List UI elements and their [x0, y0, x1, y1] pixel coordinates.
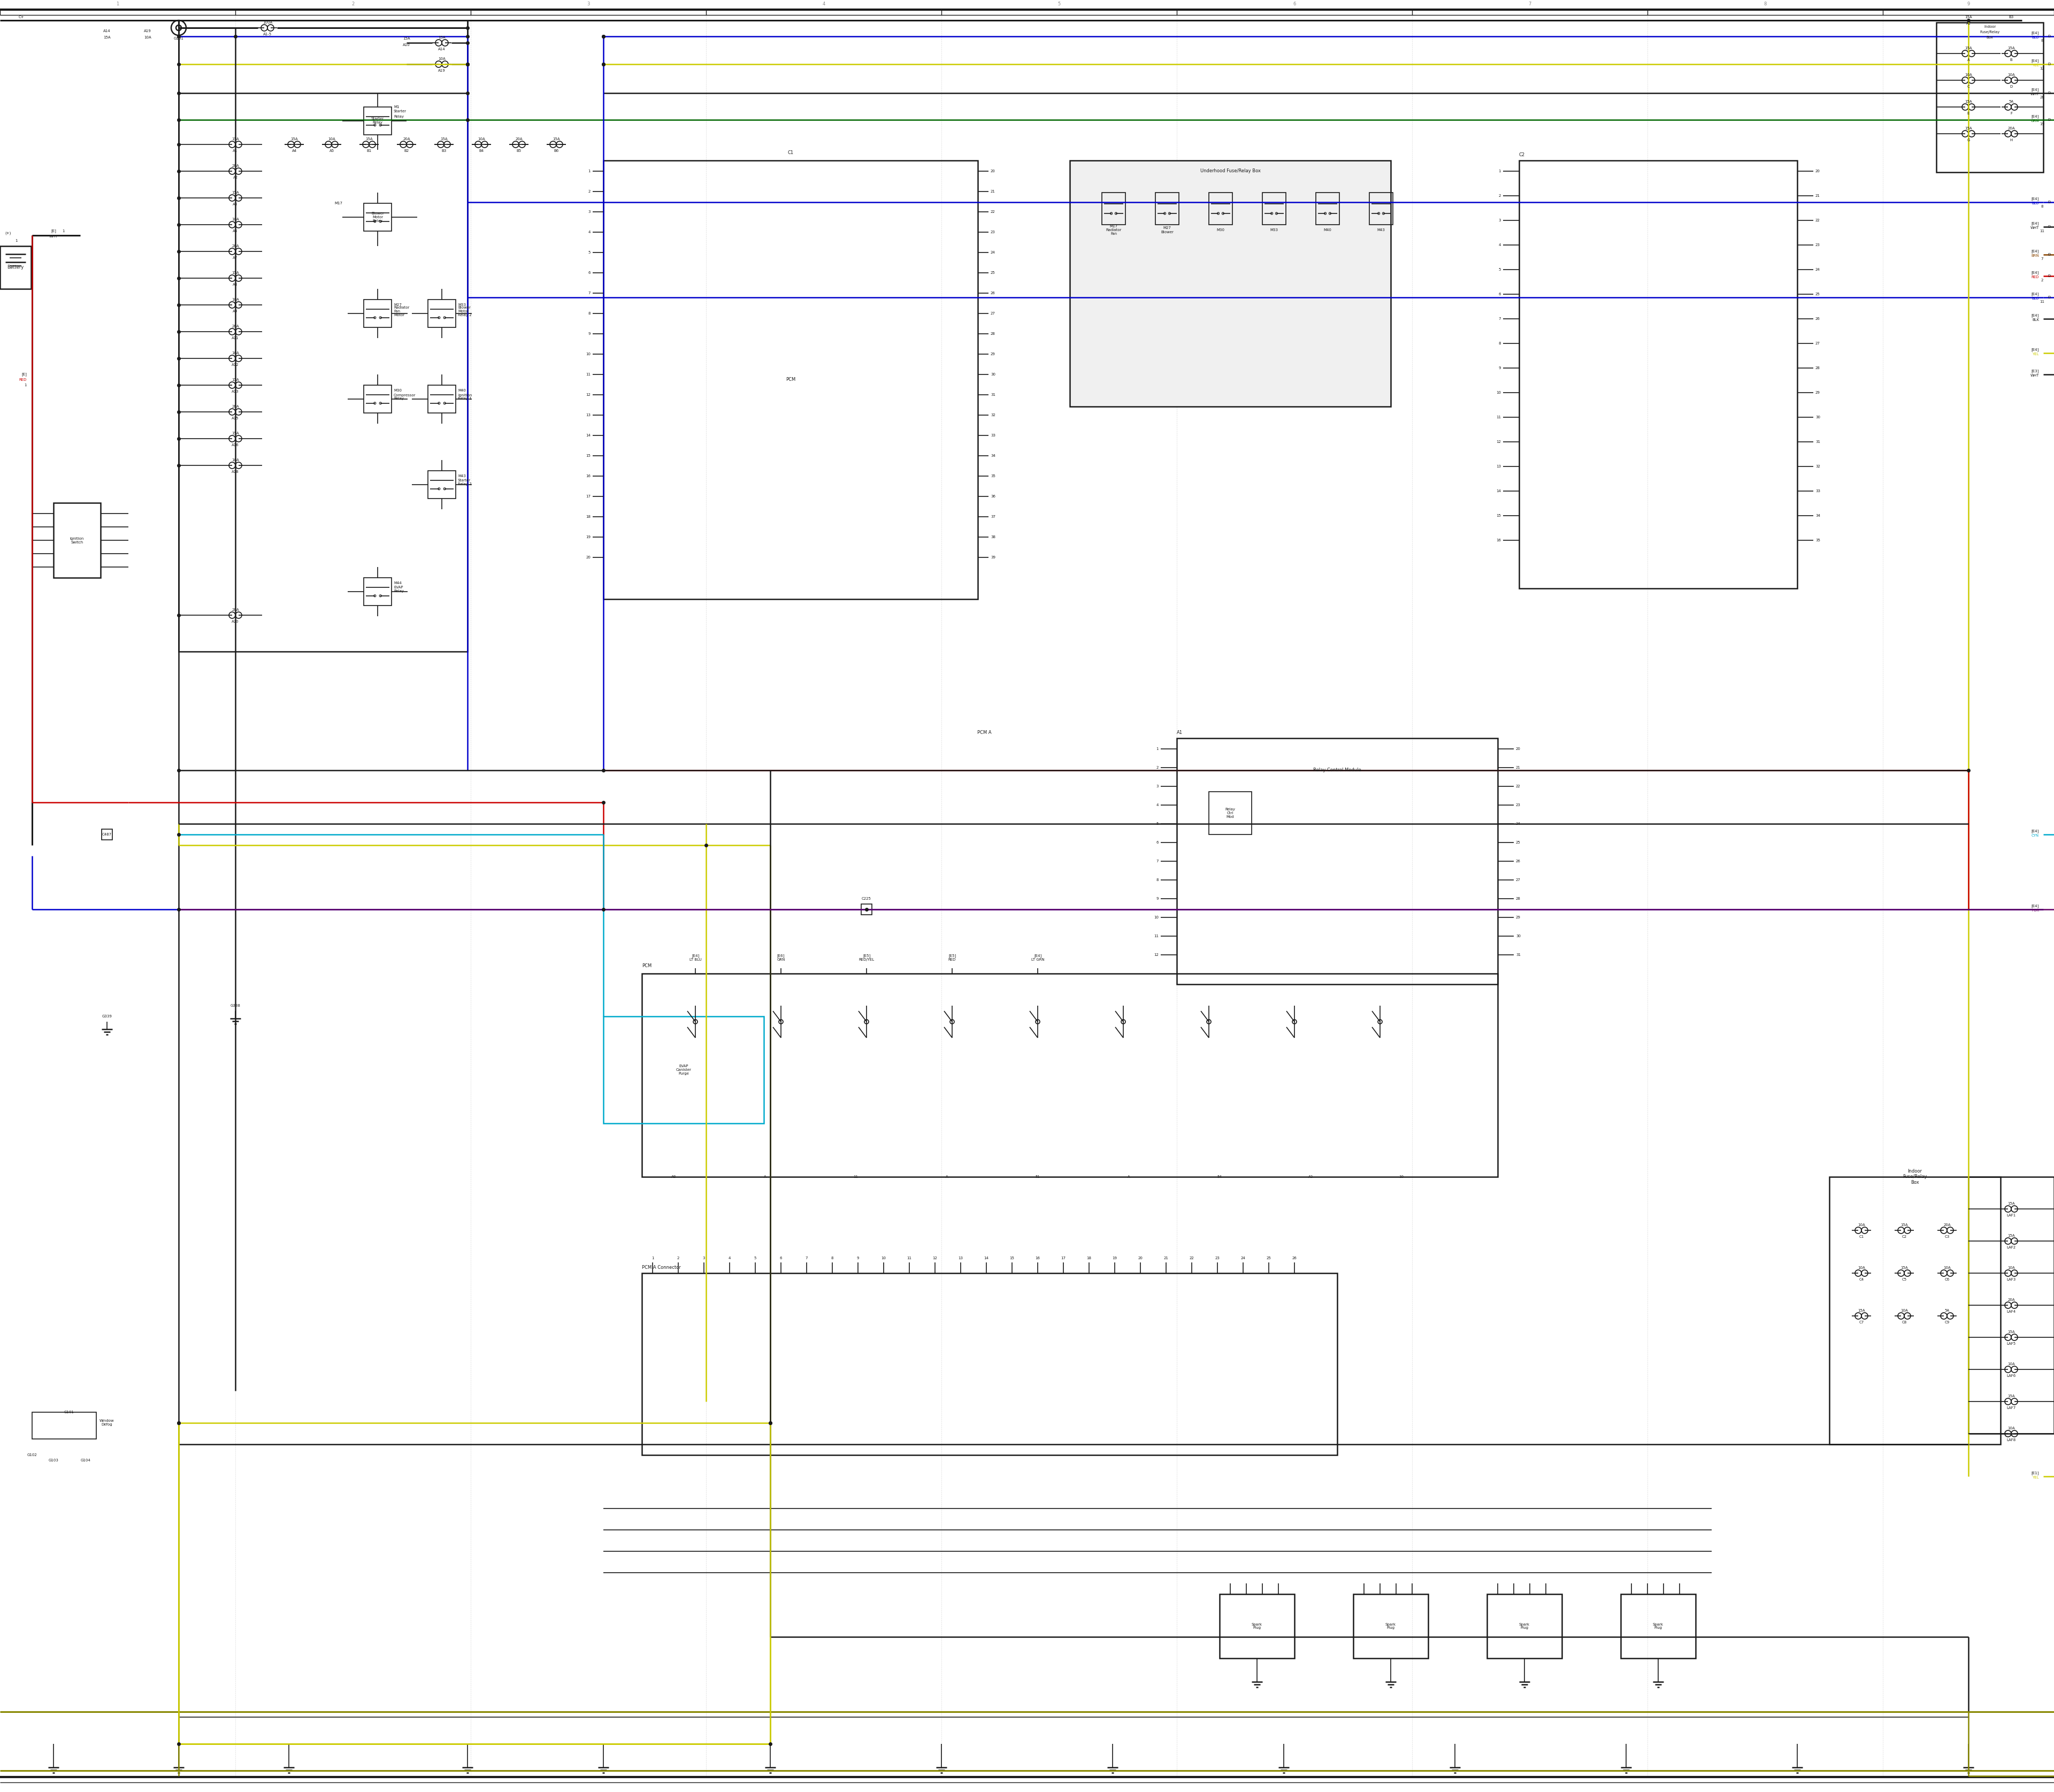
Text: 25: 25: [990, 271, 996, 274]
Text: EVAP
Canister
Purge: EVAP Canister Purge: [676, 1064, 692, 1075]
Text: 27: 27: [990, 312, 996, 315]
Bar: [1177, 738, 1497, 984]
Text: A2: A2: [232, 176, 238, 179]
Bar: [1370, 192, 1393, 224]
Text: 16: 16: [585, 475, 592, 478]
Text: C8: C8: [1902, 1321, 1906, 1324]
Text: 10A: 10A: [232, 459, 238, 462]
Text: 33: 33: [1816, 489, 1820, 493]
Text: Radiator
Fan
Motor: Radiator Fan Motor: [394, 306, 409, 317]
Text: PCM: PCM: [641, 964, 651, 968]
Text: A8: A8: [672, 1176, 676, 1179]
Text: [E4]: [E4]: [2031, 115, 2040, 118]
Text: [E4]: [E4]: [2031, 30, 2040, 36]
Text: 30: 30: [1816, 416, 1820, 419]
Text: 29: 29: [990, 353, 996, 357]
Text: A4: A4: [292, 149, 296, 152]
Text: G101: G101: [175, 38, 183, 39]
Text: D: D: [2048, 201, 2050, 204]
Text: 20A: 20A: [232, 244, 238, 247]
Text: 28: 28: [2040, 95, 2044, 99]
Text: 23: 23: [990, 231, 996, 233]
Text: 8: 8: [2042, 204, 2044, 208]
Text: A14: A14: [103, 29, 111, 32]
Text: A7: A7: [232, 256, 238, 260]
Text: 10A: 10A: [438, 57, 446, 61]
Text: 10A: 10A: [2007, 73, 2015, 77]
Text: 22: 22: [1816, 219, 1820, 222]
Text: D: D: [2048, 63, 2050, 66]
Text: (+): (+): [4, 231, 10, 235]
Text: M44: M44: [394, 581, 403, 584]
Text: CYN: CYN: [2031, 833, 2040, 837]
Text: 3: 3: [587, 2, 589, 7]
Text: A11: A11: [232, 337, 238, 340]
Text: 21: 21: [1816, 194, 1820, 197]
Text: 6: 6: [781, 1256, 783, 1260]
Text: 10A: 10A: [479, 138, 485, 142]
Text: 15A: 15A: [2007, 1394, 2015, 1398]
Text: 24: 24: [990, 251, 996, 254]
Text: WHT: WHT: [2029, 93, 2040, 95]
Bar: [861, 903, 871, 914]
Text: M27: M27: [394, 303, 403, 306]
Text: M33: M33: [1269, 228, 1278, 231]
Text: 20A: 20A: [2007, 1297, 2015, 1301]
Text: 24: 24: [1816, 269, 1820, 271]
Text: 1: 1: [651, 1256, 653, 1260]
Text: B6: B6: [555, 149, 559, 152]
Text: 7: 7: [1528, 2, 1530, 7]
Text: [E4]: [E4]: [2031, 222, 2040, 226]
Text: GRN: GRN: [2031, 120, 2040, 122]
Bar: [1354, 1595, 1428, 1658]
Text: Spark
Plug: Spark Plug: [1520, 1624, 1530, 1629]
Text: 35: 35: [990, 475, 996, 478]
Text: 19: 19: [2040, 122, 2044, 125]
Text: 21: 21: [1516, 765, 1520, 769]
Text: WHT: WHT: [2029, 226, 2040, 229]
Text: 15A: 15A: [2007, 1202, 2015, 1206]
Text: 15: 15: [1011, 1256, 1015, 1260]
Text: C2: C2: [1520, 152, 1524, 158]
Text: 2: 2: [678, 1256, 680, 1260]
Text: 23: 23: [1516, 803, 1520, 806]
Text: 18: 18: [1087, 1256, 1091, 1260]
Text: 15A: 15A: [403, 38, 411, 39]
Text: BLU: BLU: [2031, 36, 2040, 39]
Text: 20: 20: [1138, 1256, 1142, 1260]
Text: LAF2: LAF2: [2007, 1245, 2015, 1249]
Text: C7: C7: [1859, 1321, 1863, 1324]
Text: 27: 27: [1816, 342, 1820, 346]
Text: [E6]
GRN: [E6] GRN: [776, 953, 785, 961]
Text: C4: C4: [1859, 1278, 1863, 1281]
Text: 6: 6: [587, 271, 592, 274]
Text: 15: 15: [585, 453, 592, 457]
Text: 4: 4: [822, 2, 826, 7]
Text: 1: 1: [587, 170, 592, 172]
Text: 36: 36: [990, 495, 996, 498]
Text: Battery: Battery: [6, 265, 25, 271]
Text: 10: 10: [1495, 391, 1501, 394]
Text: 23: 23: [1816, 244, 1820, 247]
Text: 1: 1: [1499, 170, 1501, 172]
Text: 9: 9: [857, 1256, 859, 1260]
Text: G104: G104: [80, 1459, 90, 1462]
Text: D: D: [2009, 84, 2013, 88]
Bar: [1154, 192, 1179, 224]
Bar: [641, 1272, 1337, 1455]
Text: 29: 29: [1516, 916, 1520, 919]
Text: 26: 26: [1816, 317, 1820, 321]
Text: 10A: 10A: [2007, 1362, 2015, 1366]
Text: 10A: 10A: [1857, 1267, 1865, 1269]
Text: 35: 35: [1816, 539, 1820, 541]
Text: 6: 6: [1156, 840, 1158, 844]
Text: Ignition
Relay 1: Ignition Relay 1: [458, 394, 472, 400]
Text: 2: 2: [1499, 194, 1501, 197]
Text: 26: 26: [990, 292, 996, 294]
Text: 20A: 20A: [1943, 1224, 1951, 1226]
Text: 15A: 15A: [2007, 1235, 2015, 1236]
Text: 27: 27: [1516, 878, 1520, 882]
Text: A18: A18: [232, 470, 238, 473]
Text: 5: 5: [587, 251, 592, 254]
Text: [E]: [E]: [21, 373, 27, 376]
